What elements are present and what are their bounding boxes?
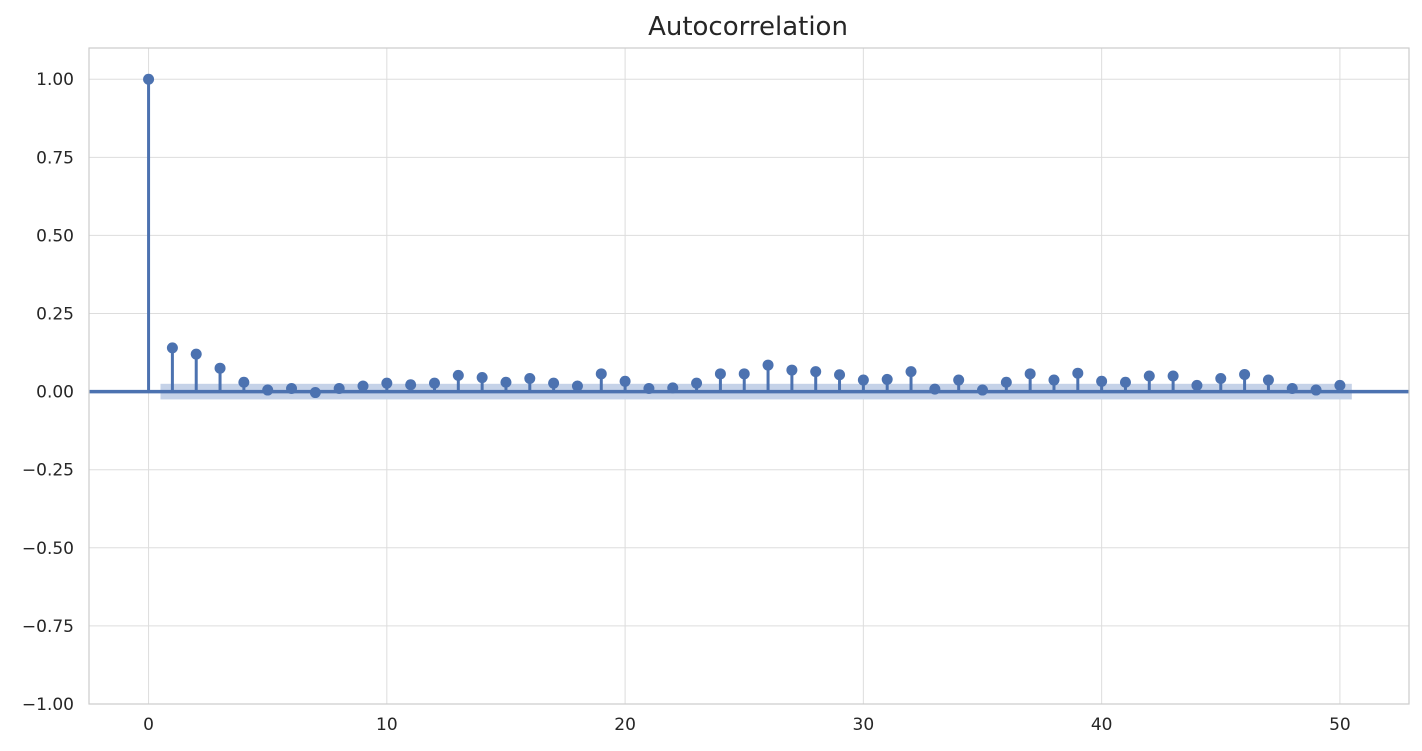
marker-lag-25 (738, 368, 750, 380)
marker-lag-9 (357, 380, 369, 392)
marker-lag-44 (1191, 379, 1203, 391)
marker-lag-3 (214, 362, 226, 374)
marker-lag-39 (1072, 367, 1084, 379)
marker-lag-12 (428, 377, 440, 389)
marker-lag-38 (1048, 374, 1060, 386)
y-tick-label: −0.75 (22, 617, 74, 637)
marker-lag-2 (190, 348, 202, 360)
marker-lag-40 (1096, 375, 1108, 387)
y-tick-label: −1.00 (22, 695, 74, 715)
marker-lag-46 (1239, 368, 1251, 380)
stems-layer (89, 73, 1409, 399)
axes-layer (88, 47, 1410, 705)
marker-lag-34 (953, 374, 965, 386)
x-tick-label: 40 (1091, 715, 1113, 735)
x-tick-label: 50 (1329, 715, 1351, 735)
marker-lag-19 (595, 368, 607, 380)
marker-lag-13 (452, 369, 464, 381)
marker-lag-6 (286, 382, 298, 394)
y-tick-label: 1.00 (36, 70, 74, 90)
marker-lag-11 (405, 379, 417, 391)
marker-lag-49 (1310, 384, 1322, 396)
marker-lag-33 (929, 383, 941, 395)
marker-lag-32 (905, 366, 917, 378)
marker-lag-0 (143, 73, 155, 85)
marker-lag-18 (571, 380, 583, 392)
x-tick-label: 0 (143, 715, 154, 735)
marker-lag-17 (548, 377, 560, 389)
marker-lag-5 (262, 384, 274, 396)
marker-lag-15 (500, 376, 512, 388)
y-tick-label: −0.25 (22, 461, 74, 481)
marker-lag-29 (834, 369, 846, 381)
marker-lag-21 (643, 382, 655, 394)
marker-lag-31 (881, 373, 893, 385)
marker-lag-16 (524, 372, 536, 384)
plot-frame (88, 47, 1410, 705)
marker-lag-48 (1286, 382, 1298, 394)
marker-lag-8 (333, 382, 345, 394)
marker-lag-27 (786, 364, 798, 376)
marker-lag-7 (309, 387, 321, 399)
marker-lag-47 (1262, 374, 1274, 386)
y-tick-label: 0.75 (36, 148, 74, 168)
tick-labels-layer: 0 10 20 30 40 50 1.00 0.75 0.50 0.25 0.00 −0.25 −0.5… (22, 70, 1351, 735)
x-tick-label: 20 (614, 715, 636, 735)
x-tick-label: 10 (376, 715, 398, 735)
marker-lag-30 (857, 374, 869, 386)
x-tick-label: 30 (853, 715, 875, 735)
marker-lag-37 (1024, 368, 1036, 380)
marker-lag-10 (381, 377, 393, 389)
marker-lag-35 (977, 384, 989, 396)
marker-lag-36 (1000, 376, 1012, 388)
y-tick-label: 0.25 (36, 305, 74, 325)
marker-lag-23 (691, 377, 703, 389)
marker-lag-50 (1334, 379, 1346, 391)
marker-lag-20 (619, 375, 631, 387)
chart-title: Autocorrelation (648, 12, 848, 42)
y-tick-label: −0.50 (22, 539, 74, 559)
marker-lag-1 (166, 342, 178, 354)
marker-lag-26 (762, 359, 774, 371)
y-tick-label: 0.00 (36, 383, 74, 403)
marker-lag-22 (667, 382, 679, 394)
marker-lag-43 (1167, 370, 1179, 382)
marker-lag-24 (714, 368, 726, 380)
marker-lag-4 (238, 376, 250, 388)
marker-lag-41 (1119, 376, 1131, 388)
marker-lag-42 (1143, 370, 1155, 382)
y-tick-label: 0.50 (36, 226, 74, 246)
marker-lag-28 (810, 366, 822, 378)
marker-lag-14 (476, 372, 488, 384)
marker-lag-45 (1215, 372, 1227, 384)
